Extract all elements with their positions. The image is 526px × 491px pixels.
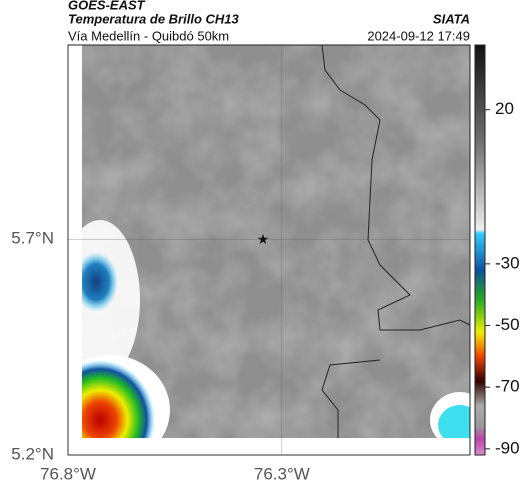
colorbar-tick-label: -50 <box>495 315 520 334</box>
colorbar-tick-label: -90 <box>495 438 520 457</box>
colorbar-tick-label: -70 <box>495 377 520 396</box>
lat-tick-label: 5.7°N <box>11 229 54 248</box>
source: SIATA <box>433 11 470 26</box>
lon-tick-label: 76.3°W <box>254 464 310 483</box>
subtitle: Temperatura de Brillo CH13 <box>68 11 240 26</box>
lat-tick-label: 5.2°N <box>11 444 54 463</box>
imagery <box>82 45 470 438</box>
region: Vía Medellín - Quibdó 50km <box>68 28 229 43</box>
colorbar <box>474 44 486 456</box>
timestamp: 2024-09-12 17:49 <box>367 28 470 43</box>
colorbar-tick-label: -30 <box>495 253 520 272</box>
location-marker: ★ <box>257 231 270 247</box>
title: GOES-EAST <box>68 0 146 12</box>
colorbar-tick-label: 20 <box>495 99 514 118</box>
lon-tick-label: 76.8°W <box>40 464 96 483</box>
